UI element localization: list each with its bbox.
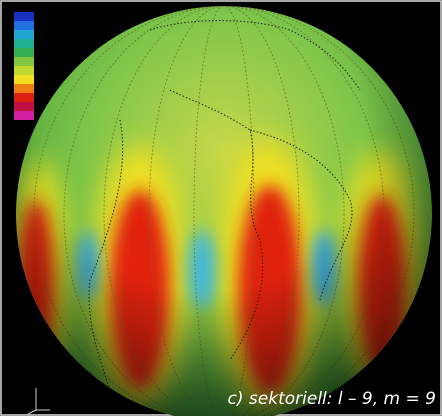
color-legend [14, 12, 34, 120]
globe-shade [16, 6, 432, 416]
page: {"caption": "c) sektoriell: l – 9, m = 9… [0, 0, 442, 416]
figure: c) sektoriell: l – 9, m = 9 [0, 0, 442, 416]
caption: c) sektoriell: l – 9, m = 9 [228, 389, 436, 409]
